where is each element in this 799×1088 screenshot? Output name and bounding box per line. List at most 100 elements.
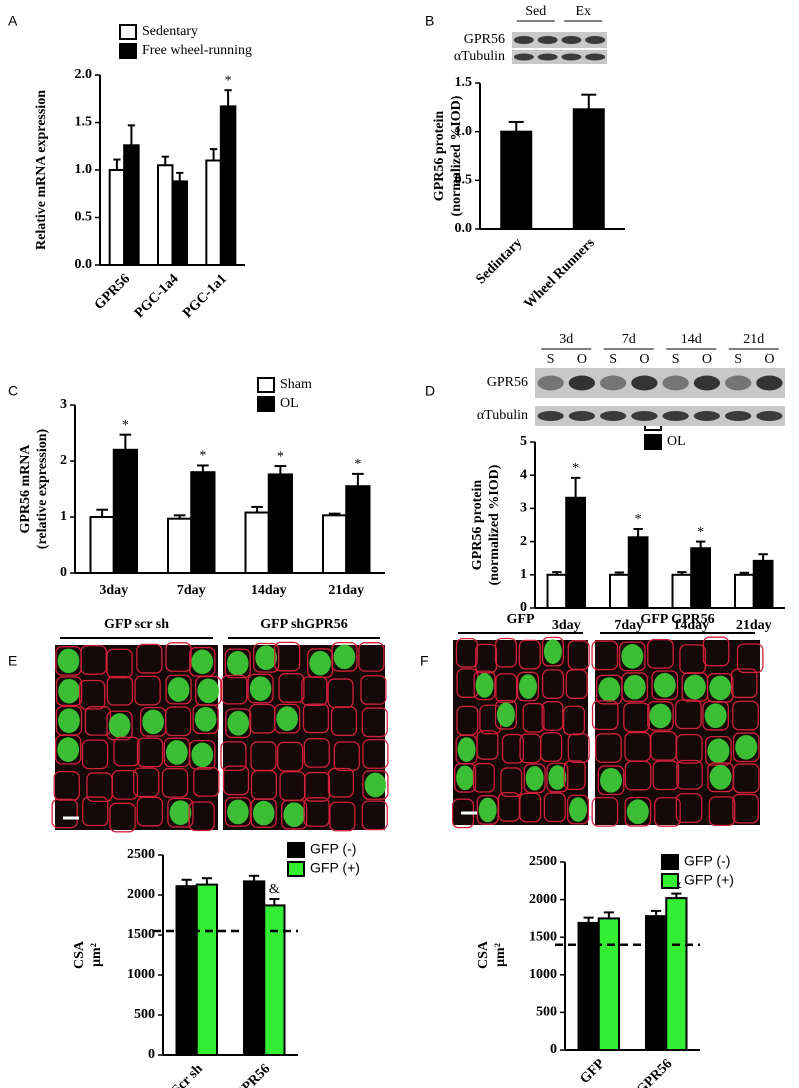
gfp-cell (333, 644, 356, 670)
blot-group-label: 14d (681, 332, 702, 347)
cell-outline (361, 707, 388, 738)
blot-lane-label: O (702, 352, 712, 367)
bar (734, 573, 755, 609)
gfp-cell (364, 772, 387, 798)
blot-row-label: αTubulin (477, 408, 528, 423)
blot-group-label: 7d (622, 332, 636, 347)
cell-outline (624, 796, 652, 827)
bar (322, 514, 348, 575)
cell-outline (106, 675, 134, 706)
cell-outline (543, 792, 566, 823)
x-tick-label: GPR56 (634, 1056, 675, 1088)
gfp-cell (58, 678, 80, 704)
cell-outline (516, 671, 540, 702)
bar (577, 921, 600, 1051)
gfp-cell (249, 676, 272, 701)
bar (190, 471, 216, 575)
cell-outline (133, 767, 160, 798)
cell-outline (518, 639, 541, 670)
cell-outline (472, 762, 495, 793)
bar (597, 917, 620, 1052)
blot-band (537, 411, 564, 421)
cell-outline (136, 737, 164, 768)
bar (167, 517, 193, 574)
bar (205, 159, 222, 266)
legend-swatch (119, 43, 137, 59)
blot-band (631, 411, 658, 421)
cell-outline (623, 702, 650, 733)
blot-group-label: Ex (575, 4, 591, 19)
significance-mark: * (572, 461, 579, 476)
cell-outline (541, 636, 564, 667)
cell-outline (567, 733, 590, 764)
cell-outline (113, 736, 140, 767)
cell-outline (494, 699, 517, 730)
gfp-cell (226, 651, 249, 676)
cell-outline (281, 799, 308, 830)
cell-outline (106, 648, 133, 679)
cell-outline (331, 641, 358, 672)
gfp-cell (255, 645, 277, 671)
cell-outline (189, 739, 216, 770)
y-axis-label: μm² (89, 943, 104, 967)
cell-outline (327, 678, 354, 709)
panel-letter: F (420, 653, 429, 669)
cell-outline (705, 735, 732, 766)
gfp-cell (599, 767, 622, 793)
legend-swatch (287, 842, 305, 858)
cell-outline (676, 759, 703, 790)
gfp-cell (57, 648, 80, 674)
cell-outline (333, 741, 360, 772)
legend-label: Free wheel-running (142, 43, 252, 58)
bar (572, 108, 605, 230)
cell-outline (565, 669, 588, 699)
cell-outline (222, 765, 250, 796)
cell-outline (53, 771, 80, 801)
cell-outline (647, 701, 674, 731)
gfp-cell (653, 672, 676, 698)
significance-mark: * (225, 73, 232, 88)
bar (244, 511, 270, 575)
gfp-cell (707, 738, 730, 764)
panel-letter: C (8, 383, 18, 399)
y-tick-label: 500 (134, 1007, 155, 1022)
cell-outline (494, 637, 517, 668)
cell-outline (597, 765, 625, 796)
y-tick-label: 0.5 (455, 173, 473, 188)
cell-outline (706, 673, 734, 703)
y-tick-label: 2500 (127, 847, 155, 862)
cell-outline (361, 800, 388, 831)
gfp-cell (58, 708, 80, 734)
y-axis-label: GPR56 protein (432, 111, 447, 202)
cell-outline (247, 673, 274, 704)
gfp-cell (283, 802, 305, 828)
cell-outline (541, 669, 565, 699)
x-tick-label: 3day (552, 618, 581, 633)
x-tick-label: PGC-1a4 (132, 271, 182, 321)
y-tick-label: 0 (550, 1042, 557, 1057)
cell-outline (675, 793, 703, 823)
gfp-cell (569, 797, 588, 822)
cell-outline (330, 706, 358, 736)
cell-outline (360, 675, 387, 705)
blot-band (585, 36, 606, 44)
blot-band (600, 411, 627, 421)
legend-label: GFP (-) (684, 853, 730, 869)
blot-lane-label: S (734, 352, 742, 367)
cell-outline (473, 670, 496, 701)
gfp-cell (683, 674, 706, 700)
cell-outline (192, 704, 219, 735)
bar (665, 897, 688, 1052)
cell-outline (708, 796, 736, 826)
cell-outline (736, 643, 764, 674)
cell-outline (563, 760, 586, 791)
cell-outline (224, 797, 252, 827)
gfp-cell (309, 650, 331, 676)
bar (645, 915, 668, 1051)
cell-outline (274, 641, 301, 672)
legend-label: Sedentary (142, 24, 198, 39)
panel-letter: A (8, 13, 18, 29)
cell-outline (362, 770, 389, 800)
bar (108, 169, 126, 266)
y-tick-label: 1500 (529, 929, 557, 944)
